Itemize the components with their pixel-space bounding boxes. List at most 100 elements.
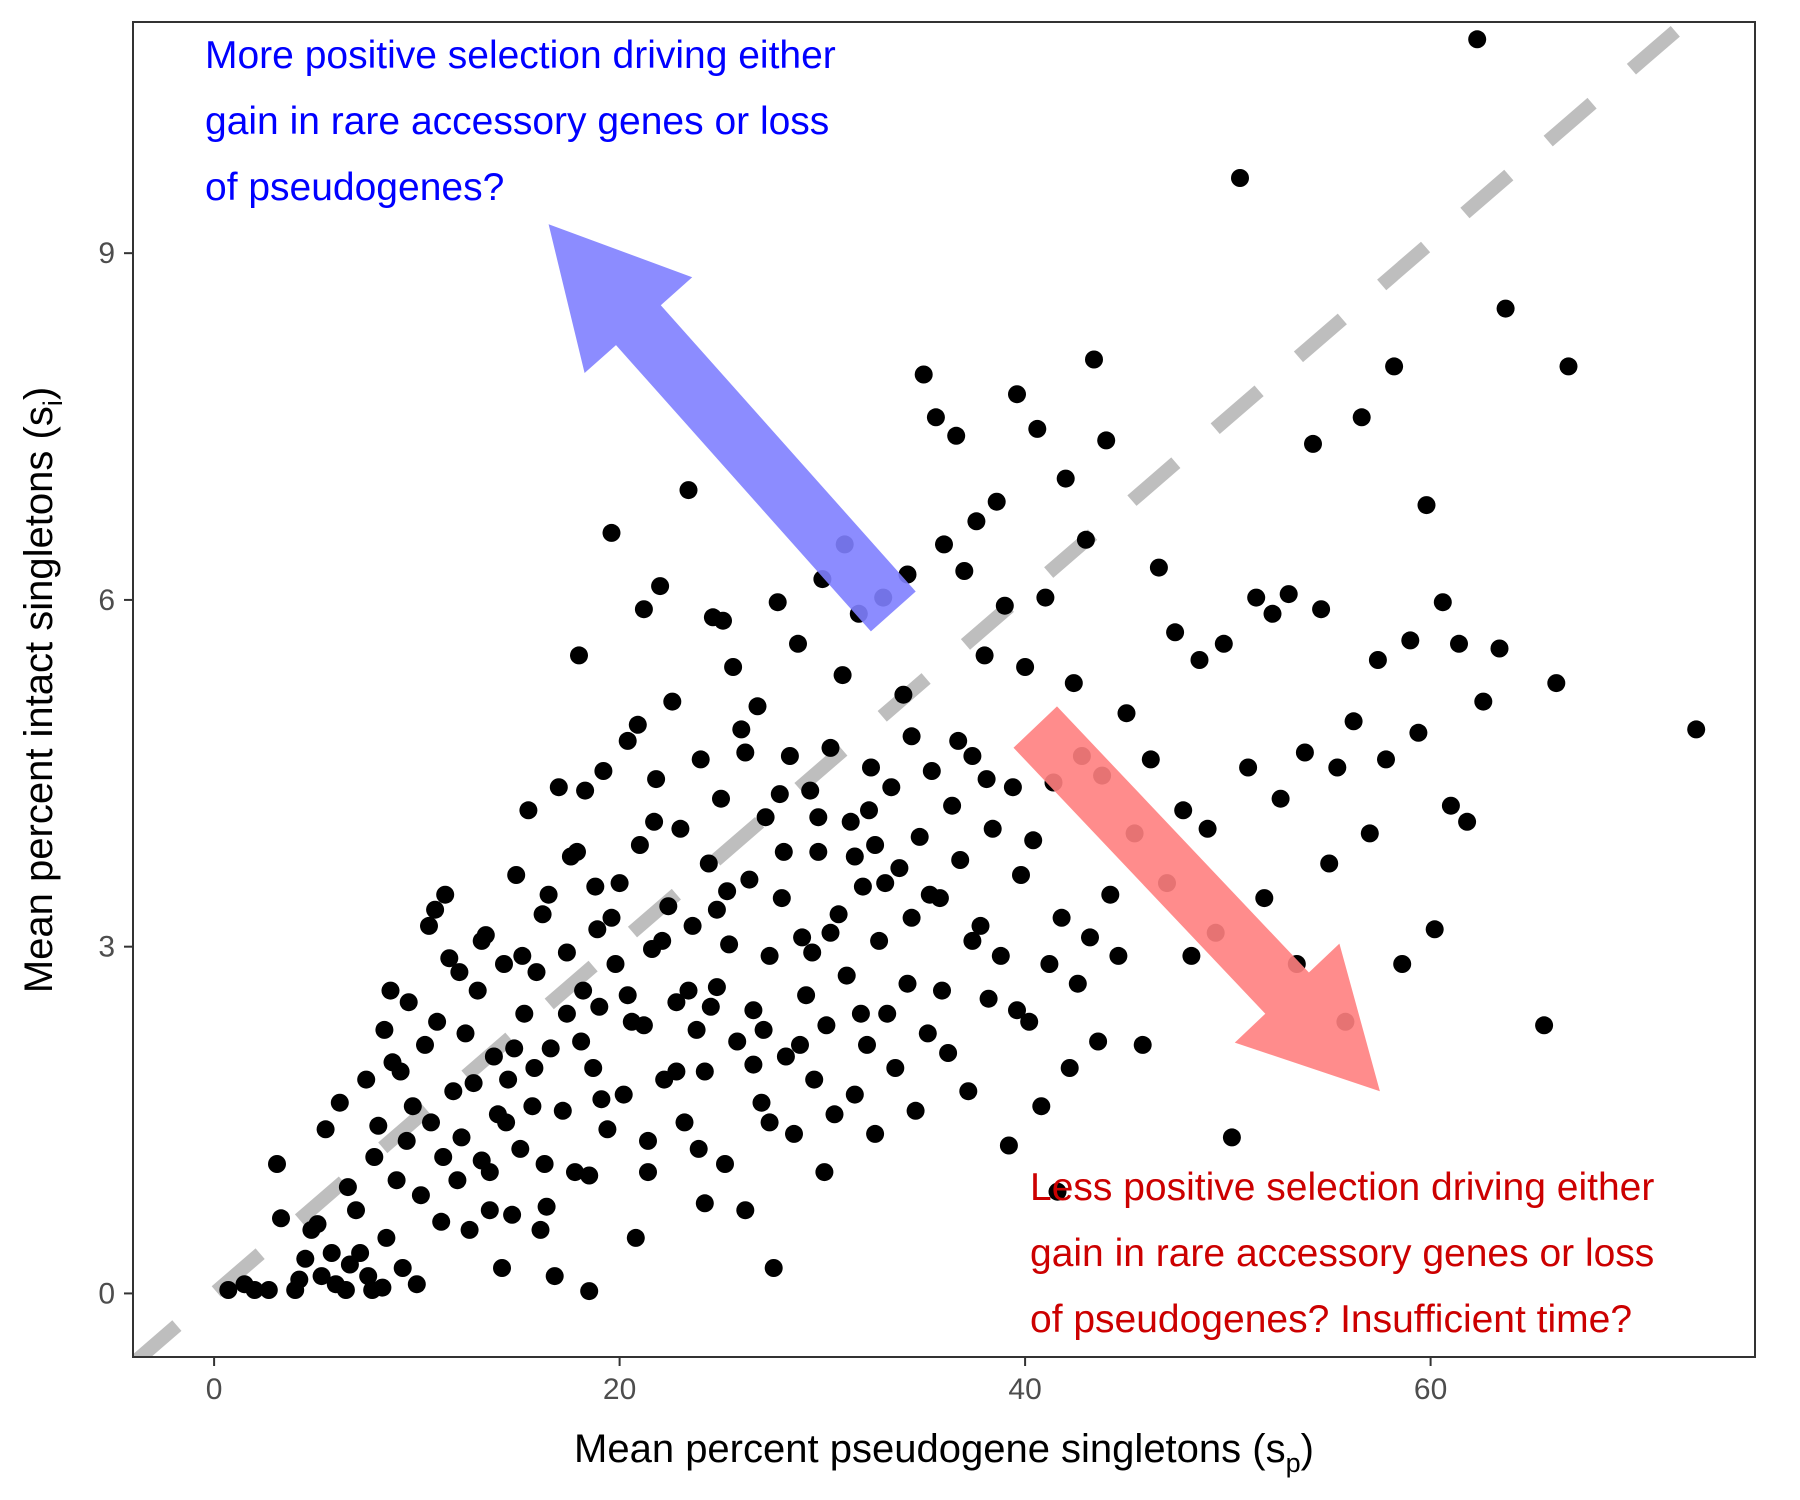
data-point xyxy=(426,900,445,919)
data-point xyxy=(336,1281,355,1299)
data-point xyxy=(1020,1012,1039,1031)
data-point xyxy=(515,1004,534,1023)
data-point xyxy=(922,762,941,780)
data-point xyxy=(716,1155,734,1173)
data-point xyxy=(618,731,637,750)
data-point xyxy=(756,808,775,827)
data-point xyxy=(963,747,982,765)
data-point xyxy=(1468,30,1487,49)
data-point xyxy=(523,1097,542,1116)
data-point xyxy=(308,1215,327,1234)
y-tick-label: 0 xyxy=(98,1277,115,1310)
data-point xyxy=(736,1201,755,1220)
data-point xyxy=(805,1070,824,1089)
data-point xyxy=(768,593,787,612)
annotation-line: Less positive selection driving either xyxy=(1030,1166,1654,1209)
data-point xyxy=(1190,651,1209,669)
data-point xyxy=(422,1113,440,1132)
data-point xyxy=(452,1128,471,1147)
data-point xyxy=(902,908,921,927)
data-point xyxy=(752,1093,771,1112)
data-point xyxy=(628,715,647,734)
data-point xyxy=(393,1259,412,1277)
annotation-line: More positive selection driving either xyxy=(205,34,836,77)
data-point xyxy=(878,1004,897,1023)
data-point xyxy=(935,535,953,554)
data-point xyxy=(330,1093,349,1112)
data-point xyxy=(667,993,686,1012)
data-point xyxy=(1393,955,1412,973)
data-point xyxy=(351,1244,370,1262)
data-point xyxy=(663,692,682,711)
data-point xyxy=(592,1090,611,1109)
data-point xyxy=(472,931,491,950)
data-point xyxy=(296,1249,315,1268)
data-point xyxy=(687,1020,706,1039)
data-point xyxy=(399,993,418,1012)
data-point xyxy=(995,596,1014,615)
data-point xyxy=(1008,1001,1026,1020)
data-point xyxy=(630,836,649,854)
data-point xyxy=(858,1035,876,1054)
x-tick-label: 20 xyxy=(603,1373,636,1406)
data-point xyxy=(290,1270,309,1289)
data-point xyxy=(906,1101,925,1120)
data-point xyxy=(468,981,487,1000)
data-point xyxy=(1222,1128,1241,1147)
x-tick-label: 40 xyxy=(1008,1373,1041,1406)
data-point xyxy=(1304,434,1322,453)
data-point xyxy=(714,611,732,630)
data-point xyxy=(340,1255,359,1274)
data-point xyxy=(809,808,828,827)
data-point xyxy=(780,747,799,765)
data-point xyxy=(316,1120,335,1139)
data-point xyxy=(497,1113,516,1132)
data-point xyxy=(845,1085,864,1104)
data-point xyxy=(397,1131,416,1150)
data-point xyxy=(456,1024,475,1043)
data-point xyxy=(1097,431,1116,450)
data-point xyxy=(659,897,678,916)
annotation-line: gain in rare accessory genes or loss xyxy=(1030,1232,1654,1275)
data-point xyxy=(918,1024,937,1043)
data-point xyxy=(833,666,852,685)
data-point xyxy=(1687,720,1706,739)
data-point xyxy=(744,1055,763,1074)
data-point xyxy=(760,946,779,965)
data-point xyxy=(557,943,576,962)
data-point xyxy=(272,1209,290,1228)
data-point xyxy=(683,916,702,935)
data-point xyxy=(584,1059,603,1077)
data-point xyxy=(1344,712,1363,731)
data-point xyxy=(910,827,929,846)
data-point xyxy=(588,920,607,939)
data-point xyxy=(853,877,872,896)
arrow-up-left xyxy=(548,224,916,632)
plot-panel-border xyxy=(132,21,1756,1358)
data-point xyxy=(1040,955,1059,973)
data-point xyxy=(876,874,895,893)
data-point xyxy=(776,1047,795,1066)
data-point xyxy=(801,781,820,800)
data-point xyxy=(1441,796,1460,815)
data-point xyxy=(791,1035,809,1054)
data-point xyxy=(268,1155,286,1173)
data-point xyxy=(760,1113,779,1132)
data-point xyxy=(1425,920,1444,939)
annotation-less-selection: Less positive selection driving either g… xyxy=(1030,1166,1654,1341)
data-point xyxy=(764,1259,783,1277)
data-point xyxy=(634,600,653,619)
data-point xyxy=(553,1101,572,1120)
data-point xyxy=(338,1178,357,1197)
data-point xyxy=(821,738,840,757)
data-point xyxy=(645,812,664,831)
data-point xyxy=(1239,758,1258,777)
data-point xyxy=(939,1044,958,1062)
data-point xyxy=(679,981,698,1000)
data-point xyxy=(1328,758,1347,777)
data-point xyxy=(420,916,438,935)
data-point xyxy=(845,847,864,866)
data-point xyxy=(1056,469,1075,488)
